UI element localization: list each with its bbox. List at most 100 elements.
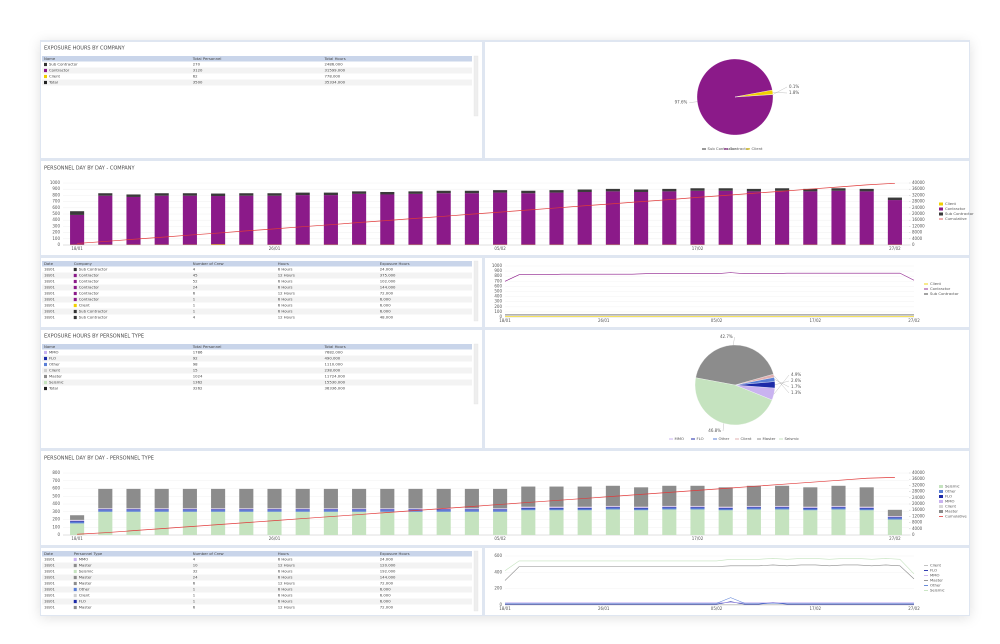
bar-segment: [239, 511, 254, 535]
table-cell: Master: [79, 581, 92, 586]
bar-segment: [549, 192, 564, 245]
table-cell: 6.000: [380, 593, 391, 598]
y-tick-label: 700: [494, 278, 502, 283]
table-row: [42, 367, 472, 374]
x-tick-label: 26/01: [598, 318, 610, 323]
y-tick-label: 800: [52, 192, 60, 197]
bar-segment: [831, 506, 846, 508]
y2-tick-label: 24000: [912, 205, 925, 210]
bar-segment: [521, 507, 536, 509]
column-header: Name: [44, 344, 56, 349]
legend-label: Master: [945, 509, 958, 514]
bar-segment: [464, 509, 479, 511]
table-cell: 7682.000: [325, 350, 344, 355]
table-row: [42, 284, 472, 291]
column-header: Total Hours: [324, 344, 346, 349]
bar-segment: [239, 509, 254, 511]
row-swatch: [44, 80, 47, 85]
legend-swatch: [939, 202, 943, 206]
table-cell: 2486.000: [325, 62, 344, 67]
row-swatch: [73, 569, 77, 574]
table-cell: 32: [193, 569, 198, 574]
bar-segment: [859, 508, 874, 511]
table-cell: Sub Contractor: [79, 315, 108, 320]
table-row: [42, 562, 472, 569]
table-cell: Master: [49, 374, 62, 379]
y-tick-label: 0: [499, 314, 502, 319]
y-tick-label: 300: [494, 299, 502, 304]
table-cell: 18/01: [44, 303, 56, 308]
table-cell: 6 Hours: [278, 297, 293, 302]
table-cell: 12 Hours: [278, 315, 295, 320]
row-swatch: [73, 279, 77, 284]
y-tick-label: 500: [494, 289, 502, 294]
bar-segment: [98, 193, 113, 196]
y2-tick-label: 20000: [912, 501, 925, 506]
legend-swatch: [939, 500, 943, 503]
bar-segment: [803, 507, 818, 508]
bar-segment: [408, 488, 423, 509]
table-cell: 48.000: [380, 315, 394, 320]
table-cell: Other: [49, 362, 60, 367]
bar-segment: [690, 188, 705, 191]
bar-segment: [352, 488, 367, 509]
table-cell: Sub Contractor: [79, 267, 108, 272]
bar-segment: [887, 519, 902, 535]
bar-segment: [408, 508, 423, 510]
table-cell: 1: [193, 599, 196, 604]
table-cell: 24: [193, 575, 198, 580]
bar-segment: [436, 190, 451, 194]
bar-segment: [380, 510, 395, 512]
table-header: [42, 56, 472, 62]
y-tick-label: 100: [52, 524, 60, 529]
bar-segment: [408, 191, 423, 194]
bar-segment: [662, 506, 677, 508]
table-cell: 12 Hours: [278, 563, 295, 568]
bar-segment: [521, 510, 536, 535]
bar-segment: [605, 506, 620, 508]
legend-label: Client: [741, 436, 753, 441]
pie-slice: [695, 344, 774, 386]
row-swatch: [44, 362, 47, 367]
y-tick-label: 400: [52, 217, 60, 222]
table-cell: 3500: [193, 80, 203, 85]
pie-label: 42.7%: [720, 334, 733, 339]
table-cell: FLO: [79, 599, 86, 604]
bar-segment: [549, 507, 564, 509]
legend-label: FLO: [945, 494, 952, 499]
table-cell: 120.000: [380, 563, 396, 568]
table-cell: 1786: [193, 350, 203, 355]
y-tick-label: 900: [494, 268, 502, 273]
bar-segment: [408, 511, 423, 535]
scrollbar: [473, 343, 479, 405]
scrollbar: [473, 550, 479, 612]
bar-segment: [859, 507, 874, 509]
table-cell: 18/01: [44, 593, 56, 598]
table-cell: 144.000: [380, 285, 396, 290]
bar-segment: [267, 195, 282, 245]
column-header: Date: [44, 261, 54, 266]
table-cell: Master: [79, 575, 92, 580]
legend-label: Client: [945, 201, 957, 206]
y2-tick-label: 12000: [912, 223, 925, 228]
table-cell: 6 Hours: [278, 309, 293, 314]
bar-segment: [211, 488, 226, 509]
x-tick-label: 05/02: [711, 318, 723, 323]
legend-label: Master: [763, 436, 776, 441]
table-cell: 92: [193, 356, 198, 361]
legend-swatch: [939, 505, 943, 508]
table-row: [42, 314, 472, 321]
bar-segment: [605, 188, 620, 192]
bar-segment: [493, 509, 508, 511]
table-cell: 4: [193, 267, 196, 272]
table-row: [42, 266, 472, 273]
table-cell: Client: [49, 74, 61, 79]
bar-segment: [690, 190, 705, 245]
row-swatch: [44, 356, 47, 361]
bar-segment: [634, 508, 649, 511]
legend-label: MMO: [945, 499, 955, 504]
row-swatch: [44, 62, 47, 67]
bar-segment: [831, 485, 846, 506]
bar-segment: [718, 510, 733, 535]
pie-label: 46.8%: [708, 428, 721, 433]
